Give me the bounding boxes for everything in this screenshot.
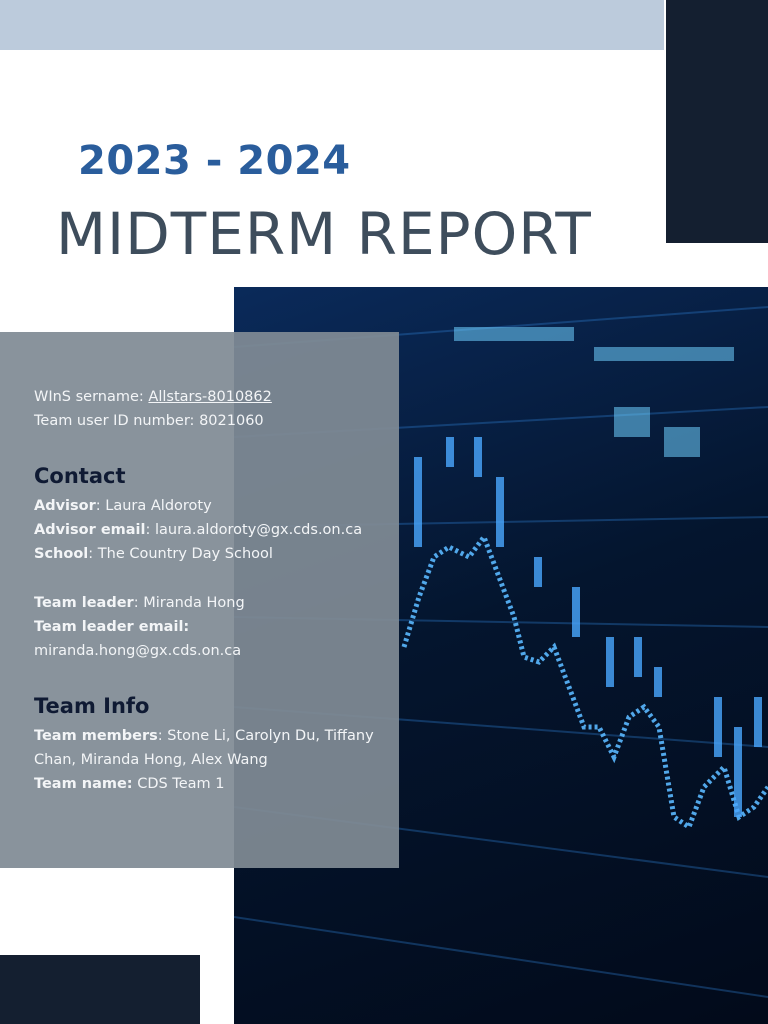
advisor-line: Advisor: Laura Aldoroty [34, 498, 212, 514]
school-line: School: The Country Day School [34, 546, 273, 562]
report-year: 2023 - 2024 [78, 138, 351, 184]
members-line: Team members: Stone Li, Carolyn Du, Tiff… [34, 728, 374, 769]
team-info-heading: Team Info [34, 694, 150, 718]
candles [414, 437, 762, 817]
username-link[interactable]: Allstars-8010862 [148, 389, 272, 405]
team-id-line: Team user ID number: 8021060 [34, 413, 264, 429]
navy-corner-block [666, 0, 768, 243]
team-name-line: Team name: CDS Team 1 [34, 776, 225, 792]
advisor-email-line: Advisor email: laura.aldoroty@gx.cds.on.… [34, 522, 363, 538]
navy-bottom-block [0, 955, 200, 1024]
leader-line: Team leader: Miranda Hong [34, 595, 245, 611]
leader-email-label: Team leader email: [34, 619, 190, 635]
page-title: MIDTERM REPORT [56, 200, 592, 268]
contact-heading: Contact [34, 464, 126, 488]
username-line: WInS sername: Allstars-8010862 [34, 389, 272, 405]
info-panel [0, 332, 399, 868]
leader-email: miranda.hong@gx.cds.on.ca [34, 643, 242, 659]
top-banner-bar [0, 0, 664, 50]
